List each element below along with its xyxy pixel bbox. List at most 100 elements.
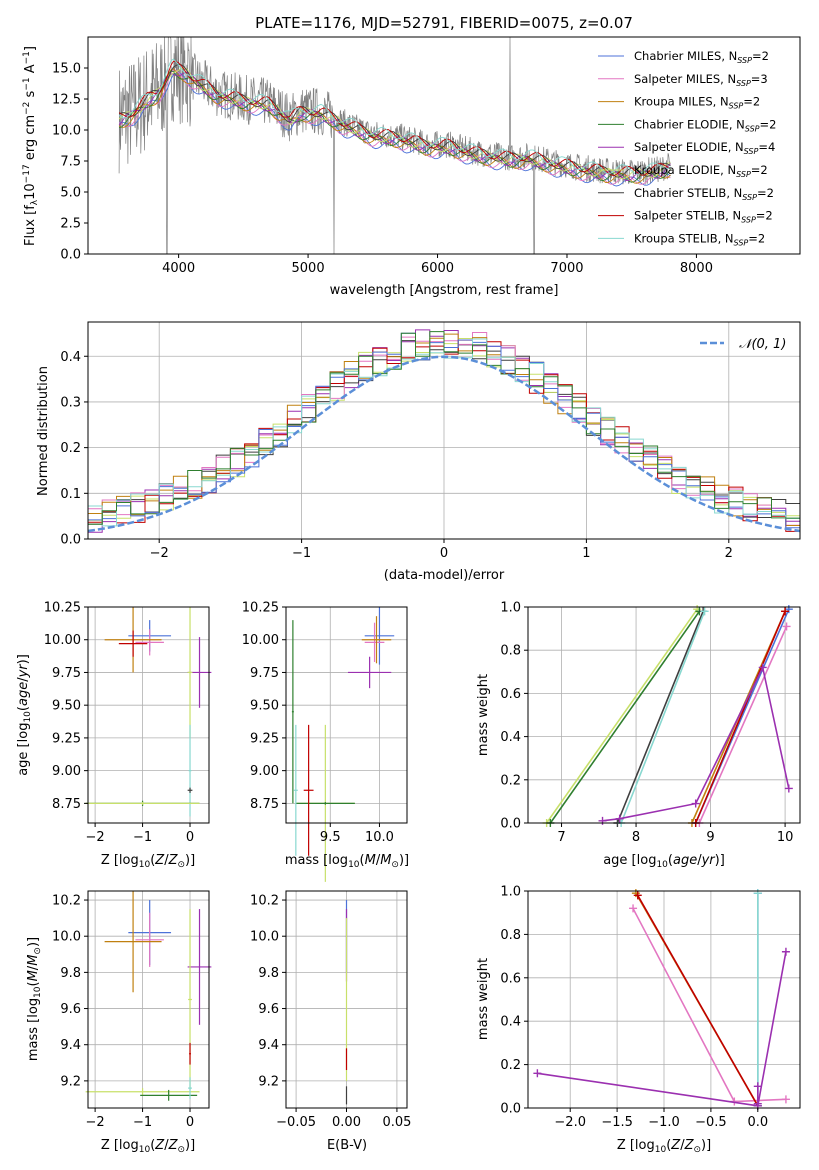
x-tick-label: 0.05 bbox=[382, 1115, 411, 1130]
series-marker bbox=[633, 891, 642, 900]
age-vs-mass-panel: 9.5 10.0 8.75 9.00 9.25 9.50 9.75 10.00 10.25 ma… bbox=[242, 601, 409, 882]
y-tick-label: 9.4 bbox=[258, 1038, 279, 1053]
x-tick-label: 2 bbox=[725, 546, 733, 561]
massweight-vs-age-xlabel: age [log10(age/yr)] bbox=[603, 853, 725, 870]
residuals-legend: 𝒩(0, 1) bbox=[700, 337, 786, 352]
spectrum-legend: Chabrier MILES, NSSP=2 Salpeter MILES, NS… bbox=[598, 49, 776, 247]
age-vs-z-frame bbox=[87, 606, 210, 824]
series-line-salpeter-stelib bbox=[694, 610, 786, 824]
y-tick-label: 8.75 bbox=[52, 797, 81, 812]
spectrum-ylabel: Flux [fλ10−17 erg cm−2 s−1 A−1] bbox=[22, 46, 40, 246]
x-tick-label: −2.0 bbox=[554, 1115, 586, 1130]
y-tick-label: 5.0 bbox=[60, 186, 81, 201]
model-spectrum-salpeter-elodie bbox=[118, 71, 671, 181]
age-vs-mass-xlabel: mass [log10(M/M⊙)] bbox=[285, 853, 409, 870]
y-tick-label: 9.2 bbox=[60, 1074, 81, 1089]
legend-label: Salpeter MILES, NSSP=3 bbox=[634, 72, 768, 88]
y-tick-label: 10.0 bbox=[250, 930, 279, 945]
mass-vs-z-panel: −2 −1 0 9.2 9.4 9.6 9.8 10.0 10.2 Z [log10(Z/Z⊙)… bbox=[26, 890, 212, 1155]
series-marker bbox=[753, 1082, 762, 1091]
y-tick-label: 0.8 bbox=[500, 928, 521, 943]
x-tick-label: 9 bbox=[706, 830, 714, 845]
y-tick-label: 0.2 bbox=[500, 1058, 521, 1073]
massweight-vs-z-xlabel: Z [log10(Z/Z⊙)] bbox=[617, 1138, 711, 1155]
y-tick-label: 2.5 bbox=[60, 217, 81, 232]
y-tick-label: 0.1 bbox=[60, 487, 81, 502]
x-tick-label: −2 bbox=[150, 546, 169, 561]
y-tick-label: 0.4 bbox=[60, 350, 81, 365]
legend-label: Kroupa ELODIE, NSSP=2 bbox=[634, 163, 768, 179]
y-tick-label: 9.8 bbox=[258, 966, 279, 981]
y-tick-label: 9.4 bbox=[60, 1038, 81, 1053]
mass-vs-ebv-panel: −0.05 0.00 0.05 9.2 9.4 9.6 9.8 10.0 10.2 E(B-V) bbox=[250, 890, 411, 1153]
x-tick-label: −0.5 bbox=[695, 1115, 727, 1130]
series-marker bbox=[782, 622, 791, 631]
y-tick-label: 10.25 bbox=[242, 601, 279, 616]
spectrum-title: PLATE=1176, MJD=52791, FIBERID=0075, z=0… bbox=[255, 14, 633, 32]
age-vs-z-panel: −2 −1 0 8.75 9.00 9.25 9.50 9.75 10.00 10.25 Z [l… bbox=[16, 601, 212, 870]
y-tick-label: 0.3 bbox=[60, 395, 81, 410]
series-marker bbox=[758, 663, 767, 672]
y-tick-label: 10.2 bbox=[250, 894, 279, 909]
x-tick-label: 0.00 bbox=[332, 1115, 361, 1130]
y-tick-label: 0.0 bbox=[500, 1102, 521, 1117]
x-tick-label: 8000 bbox=[680, 261, 713, 276]
age-vs-mass-frame bbox=[285, 606, 408, 824]
y-tick-label: 12.5 bbox=[52, 93, 81, 108]
series-line-salpeter-miles bbox=[698, 626, 788, 824]
x-tick-label: 1 bbox=[582, 546, 590, 561]
y-tick-label: 9.8 bbox=[60, 966, 81, 981]
x-tick-label: 0.0 bbox=[747, 1115, 768, 1130]
y-tick-label: 0.8 bbox=[500, 644, 521, 659]
y-tick-label: 1.0 bbox=[500, 885, 521, 900]
y-tick-label: 10.00 bbox=[44, 633, 81, 648]
series-marker bbox=[629, 904, 638, 913]
model-spectrum-chabrier-elodie bbox=[118, 70, 671, 183]
y-tick-label: 0.6 bbox=[500, 687, 521, 702]
y-tick-label: 9.50 bbox=[52, 699, 81, 714]
y-tick-label: 9.2 bbox=[258, 1074, 279, 1089]
x-tick-label: 10.0 bbox=[365, 830, 394, 845]
x-tick-label: 4000 bbox=[162, 261, 195, 276]
y-tick-label: 9.75 bbox=[250, 666, 279, 681]
x-tick-label: 0 bbox=[440, 546, 448, 561]
y-tick-label: 9.6 bbox=[60, 1002, 81, 1017]
residuals-panel: −2 −1 0 1 2 0.0 0.1 0.2 0.3 0.4 𝒩(0, 1) (data-mod… bbox=[36, 321, 801, 583]
model-spectrum-kroupa-stelib bbox=[118, 58, 671, 175]
x-tick-label: 0 bbox=[186, 830, 194, 845]
y-tick-label: 9.6 bbox=[258, 1002, 279, 1017]
age-vs-z-xlabel: Z [log10(Z/Z⊙)] bbox=[101, 853, 195, 870]
spectrum-axes-frame bbox=[87, 36, 801, 255]
series-marker bbox=[781, 607, 790, 616]
series-marker bbox=[781, 1095, 790, 1104]
age-vs-z-ylabel: age [log10(age/yr)] bbox=[16, 654, 33, 776]
y-tick-label: 9.00 bbox=[250, 764, 279, 779]
y-tick-label: 9.50 bbox=[250, 699, 279, 714]
mass-vs-ebv-xlabel: E(B-V) bbox=[327, 1138, 367, 1153]
x-tick-label: −2 bbox=[86, 1115, 105, 1130]
y-tick-label: 9.25 bbox=[250, 731, 279, 746]
y-tick-label: 0.4 bbox=[500, 1015, 521, 1030]
x-tick-label: −0.05 bbox=[276, 1115, 316, 1130]
spectrum-xlabel: wavelength [Angstrom, rest frame] bbox=[330, 283, 559, 298]
y-tick-label: 0.0 bbox=[60, 248, 81, 263]
y-tick-label: 0.2 bbox=[60, 441, 81, 456]
x-tick-label: −1 bbox=[133, 830, 152, 845]
legend-label: Salpeter STELIB, NSSP=2 bbox=[634, 209, 773, 225]
x-tick-label: −1 bbox=[292, 546, 311, 561]
legend-label: Chabrier ELODIE, NSSP=2 bbox=[634, 117, 776, 133]
legend-label: Chabrier MILES, NSSP=2 bbox=[634, 49, 769, 65]
y-tick-label: 0.4 bbox=[500, 730, 521, 745]
series-line-salpeter-miles bbox=[632, 908, 786, 1103]
residual-histogram-chabrier-elodie bbox=[88, 331, 800, 525]
x-tick-label: −2 bbox=[86, 830, 105, 845]
series-line-salpeter-elodie bbox=[537, 951, 787, 1107]
y-tick-label: 9.75 bbox=[52, 666, 81, 681]
legend-label: Chabrier STELIB, NSSP=2 bbox=[634, 186, 774, 202]
mass-vs-z-xlabel: Z [log10(Z/Z⊙)] bbox=[101, 1138, 195, 1155]
residuals-ylabel: Normed distribution bbox=[36, 366, 51, 496]
x-tick-label: 0 bbox=[186, 1115, 194, 1130]
y-tick-label: 0.2 bbox=[500, 773, 521, 788]
series-marker bbox=[781, 947, 790, 956]
y-tick-label: 15.0 bbox=[52, 62, 81, 77]
